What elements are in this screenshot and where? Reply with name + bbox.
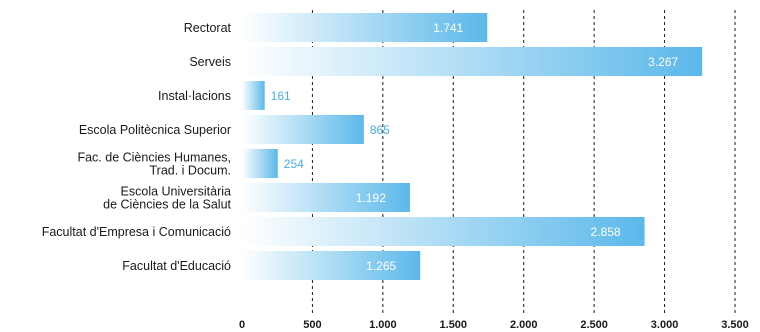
x-tick-label: 1.500 — [440, 319, 468, 331]
category-label: Rectorat — [184, 21, 232, 35]
category-label: Fac. de Ciències Humanes, Trad. i Docum. — [77, 151, 231, 178]
x-tick-label: 2.000 — [510, 319, 538, 331]
value-label: 865 — [370, 123, 390, 137]
x-tick-label: 2.500 — [580, 319, 608, 331]
bar — [242, 183, 410, 212]
category-label: Escola Universitària de Ciències de la Sa… — [103, 185, 231, 212]
value-label: 3.267 — [648, 55, 678, 69]
value-label: 254 — [284, 157, 304, 171]
bar — [242, 81, 265, 110]
bar — [242, 13, 488, 42]
value-label: 1.192 — [356, 191, 386, 205]
category-label: Escola Politècnica Superior — [79, 123, 231, 137]
category-labels: Rectorat Serveis Instal·lacions Escola Poli… — [42, 21, 232, 273]
x-tick-label: 0 — [239, 319, 245, 331]
bars — [242, 13, 703, 280]
value-label: 161 — [271, 89, 291, 103]
category-label: Facultat d'Empresa i Comunicació — [42, 225, 231, 239]
x-tick-label: 1.000 — [369, 319, 397, 331]
bar — [242, 149, 278, 178]
bar — [242, 251, 421, 280]
bar — [242, 115, 364, 144]
value-label: 1.265 — [366, 259, 396, 273]
value-labels: 1.741 3.267 161 865 254 1.192 2.858 1.265 — [271, 21, 679, 273]
x-axis-tick-labels: 0 500 1.000 1.500 2.000 2.500 3.000 3.500 — [239, 319, 749, 331]
category-label: Instal·lacions — [158, 89, 231, 103]
bar — [242, 217, 645, 246]
bar — [242, 47, 703, 76]
x-tick-label: 3.500 — [721, 319, 749, 331]
value-label: 1.741 — [433, 21, 463, 35]
value-label: 2.858 — [591, 225, 621, 239]
category-label: Serveis — [189, 55, 231, 69]
category-label: Facultat d'Educació — [122, 259, 231, 273]
x-tick-label: 500 — [303, 319, 321, 331]
x-tick-label: 3.000 — [651, 319, 679, 331]
